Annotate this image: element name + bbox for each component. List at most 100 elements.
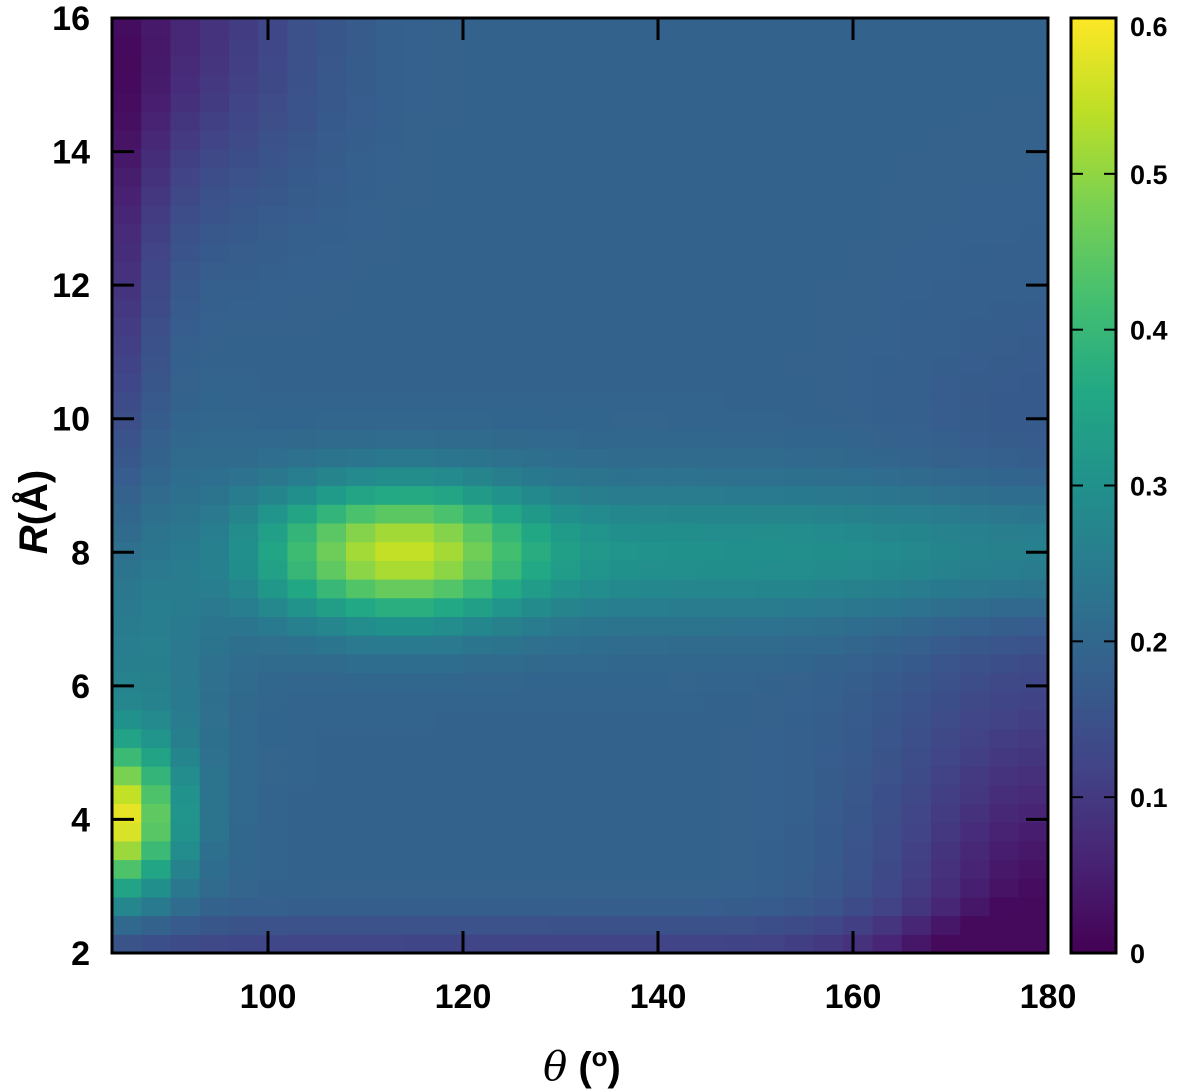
heatmap-cell — [375, 747, 406, 767]
heatmap-cell — [521, 242, 552, 262]
heatmap-cell — [229, 429, 259, 449]
heatmap-cell — [609, 298, 640, 318]
heatmap-cell — [726, 597, 757, 617]
heatmap-cell — [609, 822, 640, 842]
heatmap-cell — [433, 167, 464, 187]
heatmap-cell — [931, 205, 961, 225]
heatmap-cell — [492, 429, 523, 449]
heatmap-cell — [843, 653, 874, 674]
heatmap-cell — [609, 616, 640, 636]
heatmap-cell — [697, 784, 727, 804]
heatmap-cell — [492, 242, 523, 262]
heatmap-cell — [316, 579, 347, 599]
heatmap-cell — [170, 616, 201, 636]
heatmap-cell — [258, 522, 289, 543]
heatmap-cell — [931, 541, 961, 561]
heatmap-cell — [550, 672, 581, 692]
heatmap-cell — [638, 915, 669, 935]
heatmap-cell — [170, 691, 201, 711]
heatmap-cell — [901, 36, 932, 56]
heatmap-cell — [872, 36, 903, 56]
heatmap-cell — [141, 541, 172, 561]
heatmap-cell — [550, 373, 581, 393]
heatmap-cell — [346, 148, 376, 169]
heatmap-cell — [697, 560, 727, 580]
heatmap-cell — [755, 279, 786, 300]
heatmap-cell — [784, 485, 815, 505]
heatmap-cell — [1018, 616, 1049, 636]
heatmap-cell — [638, 541, 669, 561]
heatmap-cell — [784, 74, 815, 94]
heatmap-cell — [287, 672, 318, 692]
heatmap-cell — [521, 485, 552, 505]
heatmap-cell — [989, 335, 1020, 356]
heatmap-cell — [989, 522, 1020, 543]
heatmap-cell — [667, 691, 698, 711]
heatmap-cell — [316, 167, 347, 187]
heatmap-cell — [287, 18, 318, 38]
heatmap-cell — [404, 915, 435, 935]
heatmap-cell — [433, 242, 464, 262]
heatmap-cell — [989, 597, 1020, 617]
heatmap-cell — [433, 728, 464, 748]
heatmap-cell — [375, 242, 406, 262]
heatmap-cell — [697, 896, 727, 917]
heatmap-cell — [433, 354, 464, 374]
heatmap-cell — [492, 466, 523, 487]
heatmap-cell — [199, 205, 230, 225]
heatmap-cell — [726, 728, 757, 748]
heatmap-cell — [697, 616, 727, 636]
heatmap-cell — [784, 242, 815, 262]
heatmap-cell — [638, 653, 669, 674]
heatmap-cell — [375, 709, 406, 730]
heatmap-cell — [550, 392, 581, 412]
heatmap-cell — [726, 635, 757, 655]
heatmap-cell — [667, 803, 698, 823]
heatmap-cell — [931, 803, 961, 823]
heatmap-cell — [550, 466, 581, 487]
heatmap-cell — [843, 878, 874, 898]
heatmap-cell — [580, 279, 610, 300]
heatmap-cell — [697, 130, 727, 150]
heatmap-cell — [141, 373, 172, 393]
heatmap-cell — [112, 803, 142, 823]
heatmap-cell — [404, 766, 435, 786]
heatmap-cell — [112, 766, 142, 786]
heatmap-cell — [697, 766, 727, 786]
heatmap-cell — [404, 840, 435, 861]
heatmap-cell — [199, 167, 230, 187]
heatmap-cell — [550, 317, 581, 337]
heatmap-cell — [989, 55, 1020, 75]
heatmap-cell — [638, 878, 669, 898]
heatmap-cell — [287, 392, 318, 412]
heatmap-cell — [141, 934, 172, 954]
heatmap-cell — [463, 92, 493, 113]
heatmap-cell — [199, 878, 230, 898]
heatmap-cell — [901, 522, 932, 543]
heatmap-cell — [755, 597, 786, 617]
heatmap-cell — [346, 859, 376, 879]
heatmap-cell — [609, 709, 640, 730]
heatmap-cell — [141, 896, 172, 917]
heatmap-cell — [814, 223, 844, 243]
heatmap-cell — [287, 709, 318, 730]
heatmap-cell — [229, 111, 259, 131]
heatmap-cell — [316, 111, 347, 131]
heatmap-cell — [112, 279, 142, 300]
heatmap-cell — [843, 261, 874, 281]
heatmap-cell — [580, 541, 610, 561]
heatmap-cell — [170, 130, 201, 150]
heatmap-cell — [784, 279, 815, 300]
heatmap-cell — [1018, 466, 1049, 487]
heatmap-cell — [814, 55, 844, 75]
heatmap-cell — [141, 485, 172, 505]
heatmap-cell — [258, 784, 289, 804]
heatmap-cell — [638, 448, 669, 468]
heatmap-cell — [755, 672, 786, 692]
heatmap-cell — [375, 448, 406, 468]
heatmap-cell — [199, 541, 230, 561]
heatmap-cell — [580, 167, 610, 187]
heatmap-cell — [989, 934, 1020, 954]
heatmap-cell — [960, 92, 991, 113]
heatmap-cell — [404, 335, 435, 356]
